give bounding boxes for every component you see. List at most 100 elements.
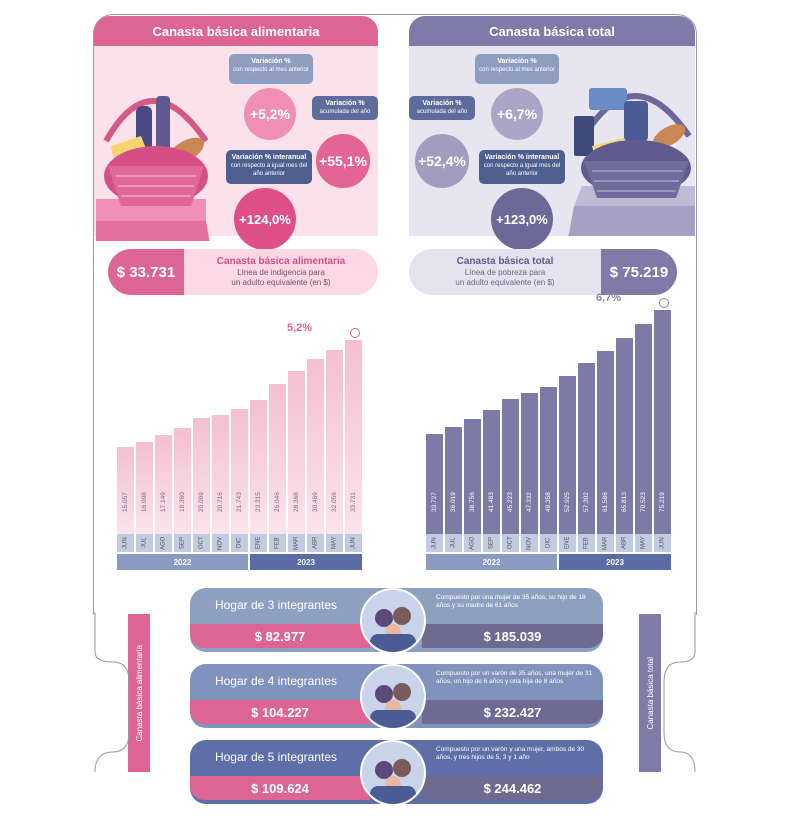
var-mensual-title: Variación %	[497, 58, 537, 65]
month-tick-label: JUN	[426, 534, 443, 552]
month-tick-label: NOV	[521, 534, 538, 552]
month-tick-label: MAR	[288, 534, 305, 552]
price-pill-cbt: Canasta básica total Línea de pobreza pa…	[409, 249, 677, 295]
chart-bar	[307, 358, 324, 534]
bar-value-label: 20.099	[198, 492, 205, 512]
total-basket-icon	[568, 88, 695, 236]
bar-value-label: 32.056	[331, 492, 338, 512]
month-tick-label: NOV	[212, 534, 229, 552]
chart-bar	[540, 387, 557, 534]
pill-title-cba: Canasta básica alimentaria	[216, 256, 346, 267]
pill-text-cbt: Canasta básica total Línea de pobreza pa…	[409, 249, 601, 295]
hogar-title: Hogar de 5 integrantes	[214, 750, 338, 764]
var-mensual-sub: con respecto al mes anterior	[479, 67, 555, 73]
infographic-frame	[93, 14, 697, 615]
var-interanual-value-cbt: +123,0%	[491, 188, 553, 250]
month-tick-label: FEB	[578, 534, 595, 552]
bar-value-label: 20.716	[217, 492, 224, 512]
hogar-cbt-value: $ 185.039	[422, 624, 603, 648]
family-avatar-icon	[360, 664, 426, 730]
var-acumulada-sub: acumulada del año	[416, 109, 468, 115]
bar-value-label: 18.360	[179, 492, 186, 512]
chart-bar	[521, 393, 538, 534]
month-tick-label: FEB	[269, 534, 286, 552]
chart-bar	[616, 338, 633, 534]
chart-bar	[155, 435, 172, 534]
bar-value-label: 21.743	[236, 492, 243, 512]
month-tick-label: ENE	[559, 534, 576, 552]
food-basket-icon	[96, 96, 210, 241]
bar-value-label: 26.046	[274, 492, 281, 512]
chart-bar	[426, 433, 443, 534]
chart-bar	[231, 408, 248, 534]
month-tick-label: JUL	[136, 534, 153, 552]
chart-bar	[345, 340, 362, 534]
month-tick-label: ABR	[616, 534, 633, 552]
hogar-description: Compuesto por un varón y una mujer, ambo…	[436, 746, 585, 761]
month-tick-label: ABR	[307, 534, 324, 552]
chart-bar	[597, 350, 614, 534]
var-interanual-tag-cbt: Variación % interanual con respecto a ig…	[479, 150, 565, 184]
bracket-left-icon	[94, 612, 130, 773]
chart-bar	[117, 447, 134, 534]
change-marker	[349, 328, 360, 338]
chart-cbt: 33.727 JUN 36.019 JUL 38.756 AGO 41.483 SEP 45.2…	[426, 290, 671, 580]
bar-value-label: 30.469	[312, 492, 319, 512]
var-interanual-value-cba: +124,0%	[234, 188, 296, 250]
bar-value-label: 38.756	[469, 492, 476, 512]
price-cba: $ 33.731	[108, 249, 184, 295]
pill-title-cbt: Canasta básica total	[456, 256, 554, 267]
header-cbt: Canasta básica total	[409, 16, 695, 46]
var-interanual-sub: con respecto a igual mes del año anterio…	[483, 163, 561, 177]
pill-sub1-cba: Línea de indigencia para	[237, 268, 325, 277]
var-mensual-tag-cba: Variación % con respecto al mes anterior	[229, 54, 313, 84]
month-tick-label: JUN	[117, 534, 134, 552]
change-annotation: 5,2%	[287, 322, 313, 334]
chart-bar	[193, 418, 210, 534]
month-tick-label: MAY	[326, 534, 343, 552]
month-tick-label: JUN	[345, 534, 362, 552]
chart-bar	[136, 441, 153, 534]
chart-bar	[559, 376, 576, 534]
bar-value-label: 75.219	[659, 492, 666, 512]
bar-value-label: 70.523	[640, 492, 647, 512]
price-pill-cba: $ 33.731 Canasta básica alimentaria Líne…	[108, 249, 378, 295]
bar-value-label: 45.223	[507, 492, 514, 512]
chart-bar	[445, 426, 462, 534]
var-acumulada-value-cbt: +52,4%	[415, 134, 469, 188]
year-label-2023: 2023	[250, 554, 362, 570]
hogar-title: Hogar de 3 integrantes	[214, 598, 338, 612]
chart-bar	[502, 399, 519, 534]
hogar-cba-value: $ 104.227	[190, 700, 370, 724]
chart-bar	[212, 414, 229, 534]
hogar-cbt-value: $ 232.427	[422, 700, 603, 724]
month-tick-label: OCT	[502, 534, 519, 552]
bar-value-label: 47.332	[526, 492, 533, 512]
pill-text-cba: Canasta básica alimentaria Línea de indi…	[184, 249, 378, 295]
hogar-cbt-value: $ 244.462	[422, 776, 603, 800]
var-mensual-title: Variación %	[251, 58, 291, 65]
chart-bar	[288, 370, 305, 534]
var-interanual-title: Variación % interanual	[231, 154, 307, 161]
hogar-cba-value: $ 109.624	[190, 776, 370, 800]
bar-value-label: 23.315	[255, 492, 262, 512]
var-mensual-sub: con respecto al mes anterior	[233, 67, 309, 73]
month-tick-label: AGO	[155, 534, 172, 552]
chart-bar	[174, 428, 191, 534]
hogar-title: Hogar de 4 integrantes	[214, 674, 338, 688]
chart-bar	[578, 363, 595, 534]
year-label-2023: 2023	[559, 554, 671, 570]
month-tick-label: ENE	[250, 534, 267, 552]
var-mensual-value-cba: +5,2%	[244, 88, 296, 140]
hogar-card: Hogar de 5 integrantes $ 109.624 $ 244.462…	[190, 740, 603, 806]
bar-value-label: 41.483	[488, 492, 495, 512]
month-tick-label: OCT	[193, 534, 210, 552]
bar-value-label: 52.925	[564, 492, 571, 512]
hogar-card: Hogar de 3 integrantes $ 82.977 $ 185.039 C…	[190, 588, 603, 654]
bracket-right-icon	[663, 612, 696, 773]
bar-value-label: 57.302	[583, 492, 590, 512]
month-tick-label: MAY	[635, 534, 652, 552]
side-label-cbt-text: Canasta básica total	[645, 656, 655, 730]
chart-bar	[654, 310, 671, 534]
hogar-cba-value: $ 82.977	[190, 624, 370, 648]
